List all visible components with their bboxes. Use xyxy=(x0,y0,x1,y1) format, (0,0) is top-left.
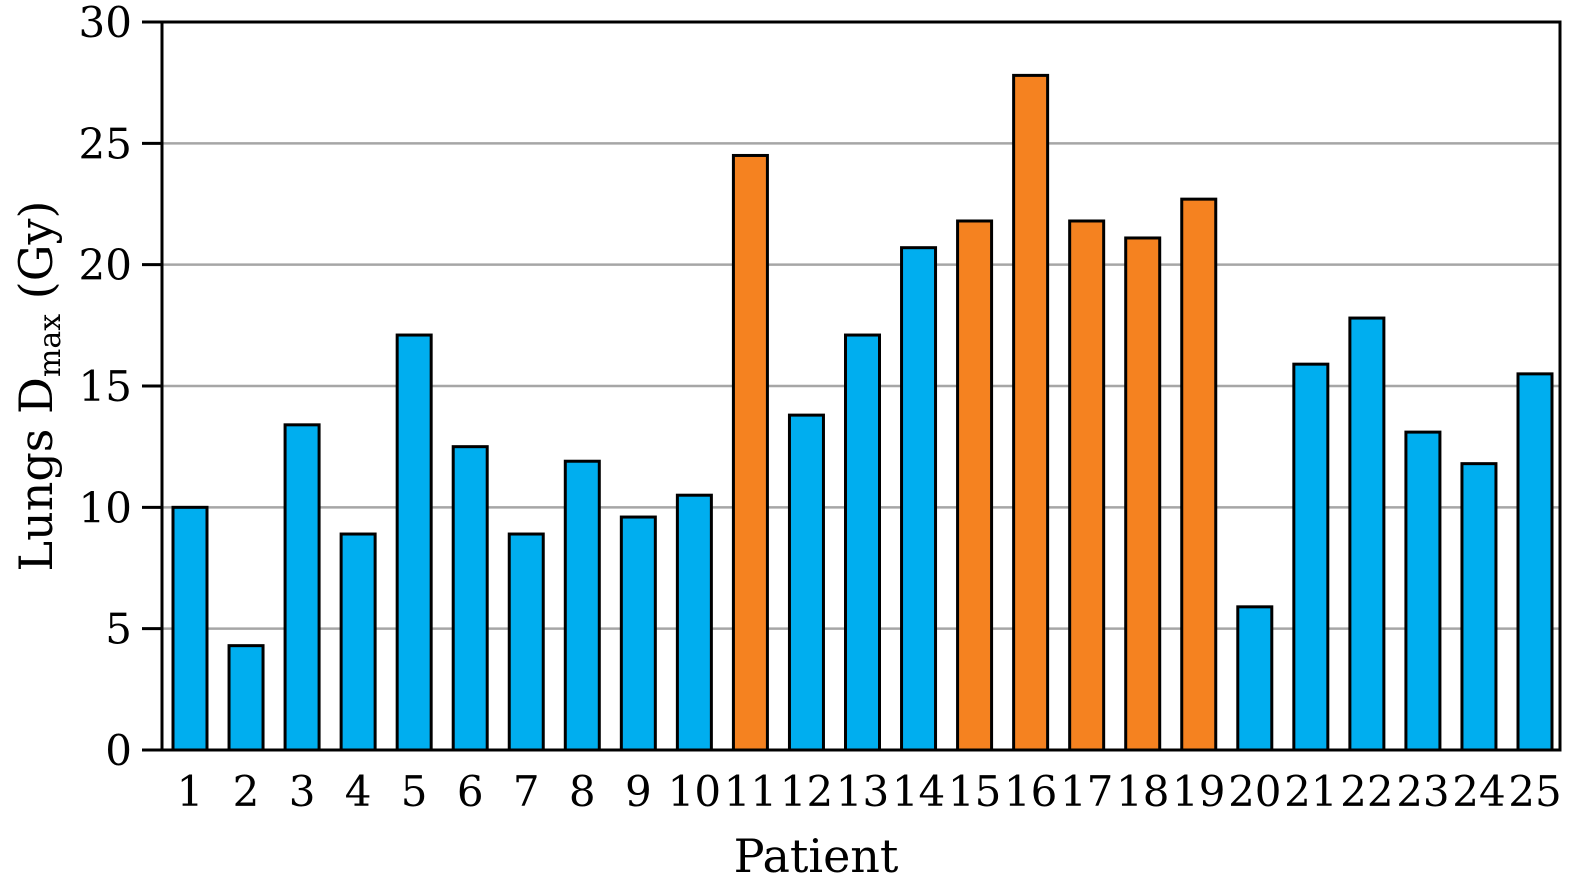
bar-patient-11 xyxy=(731,153,769,752)
bar-patient-8 xyxy=(563,459,601,752)
bar-patient-3 xyxy=(283,423,321,752)
bar-patient-20 xyxy=(1236,605,1274,752)
x-axis-title: Patient xyxy=(734,829,899,882)
x-tick-label: 12 xyxy=(780,767,833,816)
x-tick-label: 1 xyxy=(177,767,204,816)
x-tick-label: 24 xyxy=(1452,767,1505,816)
y-tick-label: 5 xyxy=(105,605,132,654)
x-tick-label: 25 xyxy=(1508,767,1561,816)
y-tick-label: 30 xyxy=(79,0,132,47)
x-axis-ticks: 1 2 3 4 5 6 7 8 9 10 11 12 13 14 15 16 17 18 19 20 21 22 23 24 2… xyxy=(177,767,1562,816)
bar-patient-25 xyxy=(1516,372,1554,752)
y-tick-label: 20 xyxy=(79,241,132,290)
x-tick-label: 15 xyxy=(948,767,1001,816)
x-tick-label: 16 xyxy=(1004,767,1057,816)
bar-patient-23 xyxy=(1404,430,1442,752)
bar-patient-13 xyxy=(844,333,881,752)
x-tick-label: 11 xyxy=(724,767,777,816)
bar-patient-24 xyxy=(1460,462,1498,752)
x-tick-label: 21 xyxy=(1284,767,1337,816)
bar-patient-15 xyxy=(956,219,994,752)
x-tick-label: 3 xyxy=(289,767,316,816)
bar-patient-18 xyxy=(1124,236,1162,752)
bar-patient-21 xyxy=(1292,362,1330,752)
y-tick-label: 25 xyxy=(79,119,132,168)
bar-patient-12 xyxy=(787,413,825,752)
x-tick-label: 5 xyxy=(401,767,428,816)
y-tick-label: 0 xyxy=(105,726,132,775)
y-axis-ticks: 0 5 10 15 20 25 30 xyxy=(79,0,162,775)
bar-patient-17 xyxy=(1068,219,1106,752)
bar-patient-10 xyxy=(675,493,713,752)
bar-patient-19 xyxy=(1180,197,1218,752)
x-tick-label: 18 xyxy=(1116,767,1169,816)
bar-patient-9 xyxy=(619,515,657,752)
x-tick-label: 17 xyxy=(1060,767,1113,816)
bar-patient-7 xyxy=(507,532,545,752)
bar-patient-14 xyxy=(900,246,938,752)
x-tick-label: 7 xyxy=(513,767,540,816)
bar-patient-22 xyxy=(1348,316,1386,752)
y-tick-label: 10 xyxy=(79,483,132,532)
y-axis-title-suffix: (Gy) xyxy=(9,201,63,314)
bar-patient-4 xyxy=(339,532,377,752)
y-tick-label: 15 xyxy=(79,362,132,411)
x-tick-label: 4 xyxy=(345,767,372,816)
y-axis-title: Lungs Dmax (Gy) xyxy=(9,201,68,572)
bar-patient-5 xyxy=(395,333,433,752)
x-tick-label: 23 xyxy=(1396,767,1449,816)
x-tick-label: 6 xyxy=(457,767,484,816)
x-tick-label: 10 xyxy=(668,767,721,816)
x-tick-label: 13 xyxy=(836,767,889,816)
bars xyxy=(171,73,1554,752)
y-axis-title-prefix: Lungs D xyxy=(9,377,63,571)
y-axis-title-subscript: max xyxy=(33,314,68,377)
bar-patient-2 xyxy=(227,644,265,752)
x-tick-label: 22 xyxy=(1340,767,1393,816)
x-tick-label: 19 xyxy=(1172,767,1225,816)
x-tick-label: 14 xyxy=(892,767,945,816)
bar-patient-1 xyxy=(171,505,209,752)
bar-patient-16 xyxy=(1012,73,1050,752)
x-tick-label: 8 xyxy=(569,767,596,816)
x-tick-label: 9 xyxy=(625,767,652,816)
x-tick-label: 20 xyxy=(1228,767,1281,816)
x-tick-label: 2 xyxy=(233,767,260,816)
bar-patient-6 xyxy=(451,445,489,752)
